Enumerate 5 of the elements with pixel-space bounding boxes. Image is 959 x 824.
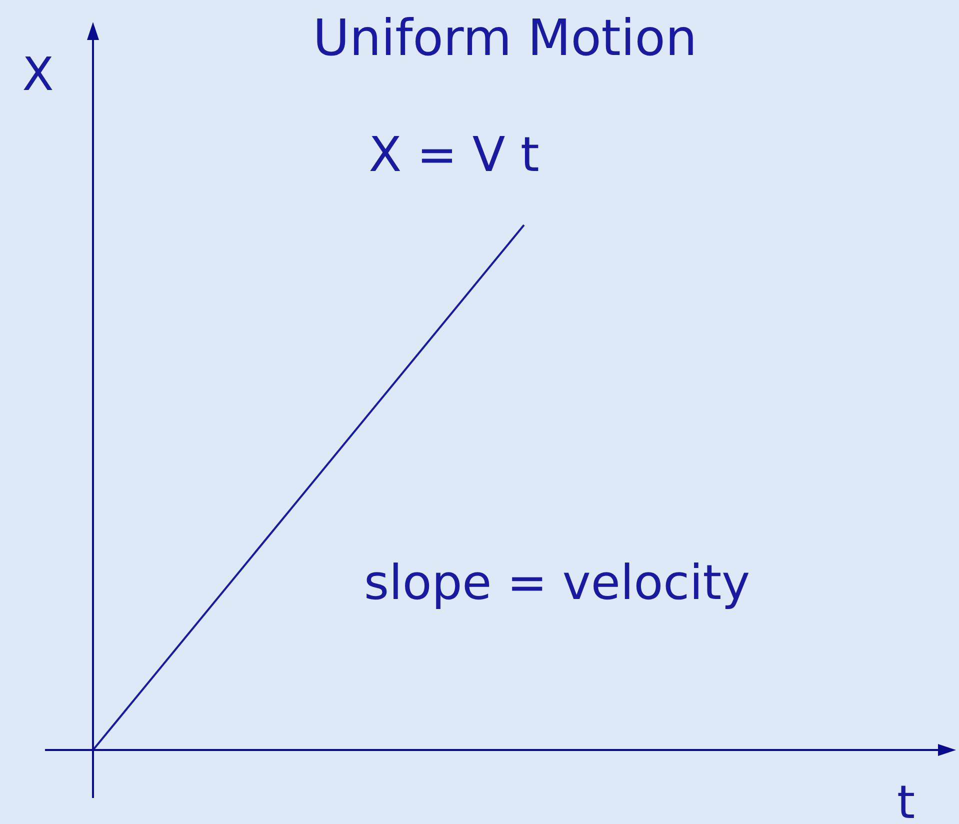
chart-title: Uniform Motion	[312, 9, 698, 67]
annotation: slope = velocity	[364, 555, 750, 611]
y-axis-title: X	[22, 47, 54, 101]
text: X = V t	[368, 127, 540, 183]
x-axis-title: t	[896, 775, 916, 824]
